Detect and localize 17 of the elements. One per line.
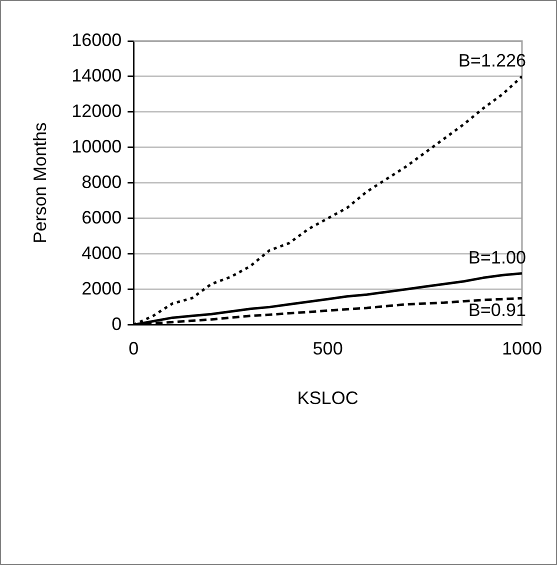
y-tick-label: 14000 — [72, 65, 122, 86]
x-tick-label: 500 — [312, 338, 343, 359]
y-axis-title: Person Months — [30, 122, 50, 244]
y-tick-label: 4000 — [82, 242, 122, 263]
y-tick-label: 10000 — [72, 136, 122, 156]
x-axis-title: KSLOC — [297, 388, 358, 408]
y-tick-label: 2000 — [82, 278, 122, 298]
y-tick-label: 6000 — [82, 207, 122, 228]
y-tick-label: 12000 — [72, 100, 122, 121]
y-tick-label: 0 — [112, 314, 122, 334]
series-label: B=1.00 — [468, 247, 526, 268]
x-tick-label: 0 — [128, 338, 139, 359]
y-tick-label: 16000 — [72, 30, 122, 50]
series-label: B=1.226 — [458, 50, 526, 70]
series-label: B=0.91 — [468, 300, 526, 320]
y-tick-label: 8000 — [82, 172, 122, 192]
x-tick-label: 1000 — [502, 338, 542, 359]
